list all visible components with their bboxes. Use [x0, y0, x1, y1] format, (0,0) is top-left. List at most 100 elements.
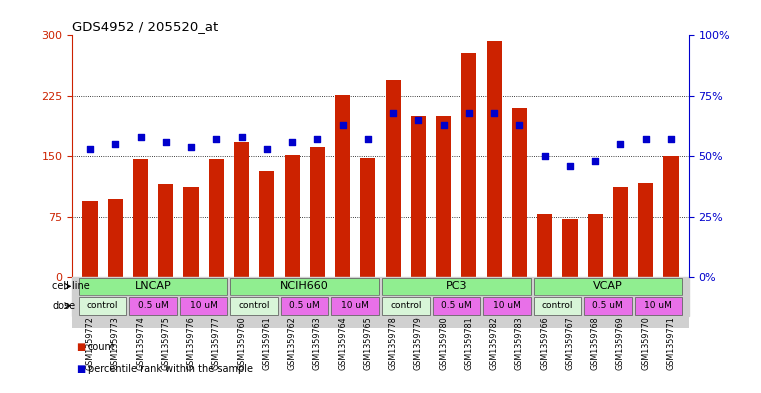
Bar — [335, 95, 350, 277]
Bar — [285, 154, 300, 277]
FancyBboxPatch shape — [382, 298, 429, 315]
Bar — [82, 200, 97, 277]
FancyBboxPatch shape — [332, 298, 379, 315]
Bar — [638, 183, 654, 277]
Bar — [512, 108, 527, 277]
FancyBboxPatch shape — [231, 278, 379, 296]
Point — [463, 110, 475, 116]
FancyBboxPatch shape — [281, 298, 329, 315]
Point — [160, 139, 172, 145]
FancyBboxPatch shape — [635, 298, 682, 315]
Text: GSM1359777: GSM1359777 — [212, 316, 221, 370]
Bar — [486, 41, 501, 277]
Point — [286, 139, 298, 145]
Bar — [209, 159, 224, 277]
Text: PC3: PC3 — [445, 281, 467, 291]
Point — [539, 153, 551, 159]
Point — [665, 136, 677, 142]
Bar — [158, 184, 174, 277]
Bar — [436, 116, 451, 277]
Bar — [587, 214, 603, 277]
Text: GSM1359761: GSM1359761 — [263, 316, 272, 370]
Text: 10 uM: 10 uM — [645, 301, 672, 310]
Text: GSM1359768: GSM1359768 — [591, 316, 600, 370]
FancyBboxPatch shape — [79, 298, 126, 315]
FancyBboxPatch shape — [533, 278, 682, 296]
Text: GSM1359781: GSM1359781 — [464, 316, 473, 370]
Bar — [360, 158, 375, 277]
Text: 0.5 uM: 0.5 uM — [441, 301, 472, 310]
Point — [84, 146, 96, 152]
Point — [387, 110, 400, 116]
Text: GSM1359764: GSM1359764 — [338, 316, 347, 370]
Text: GSM1359769: GSM1359769 — [616, 316, 625, 370]
Bar — [411, 116, 426, 277]
Text: GSM1359770: GSM1359770 — [642, 316, 650, 370]
FancyBboxPatch shape — [584, 298, 632, 315]
Text: GSM1359778: GSM1359778 — [389, 316, 398, 370]
Text: GSM1359765: GSM1359765 — [363, 316, 372, 370]
Text: GSM1359772: GSM1359772 — [85, 316, 94, 370]
FancyBboxPatch shape — [79, 278, 228, 296]
Text: 0.5 uM: 0.5 uM — [593, 301, 623, 310]
Text: 0.5 uM: 0.5 uM — [289, 301, 320, 310]
Text: GSM1359774: GSM1359774 — [136, 316, 145, 370]
Text: dose: dose — [52, 301, 75, 311]
Bar — [664, 156, 679, 277]
Text: GSM1359783: GSM1359783 — [515, 316, 524, 370]
Text: 10 uM: 10 uM — [341, 301, 369, 310]
Point — [336, 122, 349, 128]
Text: GSM1359775: GSM1359775 — [161, 316, 170, 370]
Point — [109, 141, 121, 147]
Point — [185, 143, 197, 150]
Text: 10 uM: 10 uM — [189, 301, 218, 310]
FancyBboxPatch shape — [432, 298, 480, 315]
Text: 0.5 uM: 0.5 uM — [138, 301, 168, 310]
FancyBboxPatch shape — [382, 278, 530, 296]
FancyBboxPatch shape — [129, 298, 177, 315]
Point — [210, 136, 222, 142]
Point — [640, 136, 652, 142]
Text: LNCAP: LNCAP — [135, 281, 171, 291]
Point — [614, 141, 626, 147]
FancyBboxPatch shape — [231, 298, 278, 315]
Text: GSM1359771: GSM1359771 — [667, 316, 676, 370]
Text: ■: ■ — [76, 342, 85, 352]
Text: control: control — [238, 301, 270, 310]
Bar — [562, 219, 578, 277]
FancyBboxPatch shape — [533, 298, 581, 315]
Text: percentile rank within the sample: percentile rank within the sample — [88, 364, 253, 373]
Text: control: control — [390, 301, 422, 310]
Text: control: control — [542, 301, 573, 310]
Point — [361, 136, 374, 142]
Text: GSM1359779: GSM1359779 — [414, 316, 423, 370]
Bar — [260, 171, 275, 277]
Bar — [461, 53, 476, 277]
FancyBboxPatch shape — [483, 298, 530, 315]
FancyBboxPatch shape — [180, 298, 228, 315]
Text: ■: ■ — [76, 364, 85, 373]
Point — [438, 122, 450, 128]
Point — [135, 134, 147, 140]
Text: GSM1359760: GSM1359760 — [237, 316, 246, 370]
Bar — [386, 80, 401, 277]
Point — [311, 136, 323, 142]
Text: cell line: cell line — [52, 281, 90, 291]
Text: GSM1359782: GSM1359782 — [489, 316, 498, 370]
Text: GSM1359762: GSM1359762 — [288, 316, 297, 370]
Point — [564, 163, 576, 169]
Text: GSM1359763: GSM1359763 — [313, 316, 322, 370]
Point — [514, 122, 526, 128]
Text: GSM1359780: GSM1359780 — [439, 316, 448, 370]
Bar — [613, 187, 628, 277]
Bar — [537, 214, 552, 277]
Text: count: count — [88, 342, 115, 352]
Bar — [183, 187, 199, 277]
Bar — [107, 199, 123, 277]
Point — [261, 146, 273, 152]
Text: GSM1359776: GSM1359776 — [186, 316, 196, 370]
Bar — [234, 142, 249, 277]
Point — [235, 134, 247, 140]
Text: NCIH660: NCIH660 — [280, 281, 329, 291]
Point — [589, 158, 601, 164]
